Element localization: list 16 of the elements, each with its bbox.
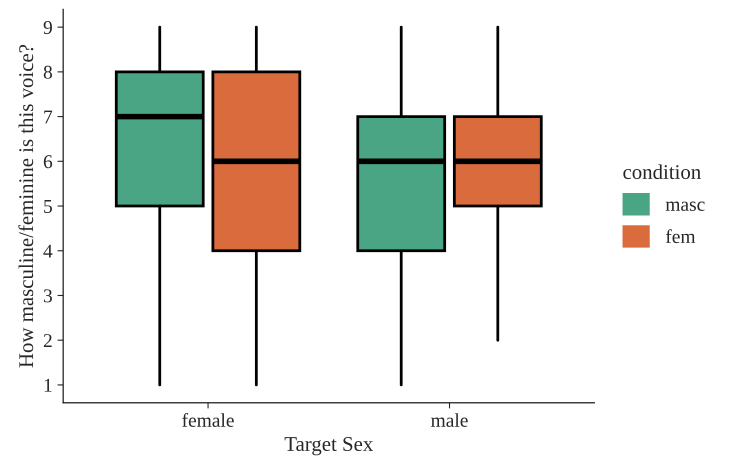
y-tick-label: 6 <box>44 155 52 168</box>
x-axis-title: Target Sex <box>284 437 374 456</box>
x-tick-label: female <box>182 413 234 427</box>
x-tick-label: male <box>431 413 468 427</box>
legend-label: masc <box>666 202 705 211</box>
y-tick-label: 2 <box>44 334 52 347</box>
y-tick-label: 5 <box>44 200 52 213</box>
legend-title: condition <box>623 164 701 180</box>
y-tick-label: 1 <box>44 378 52 392</box>
y-tick-label: 9 <box>44 21 52 34</box>
y-axis-title: How masculine/feminine is this voice? <box>18 44 34 368</box>
y-tick-label: 8 <box>44 66 52 79</box>
y-tick-label: 7 <box>44 110 52 124</box>
y-tick-label: 4 <box>43 244 52 258</box>
y-tick-label: 3 <box>44 289 52 302</box>
legend-label: fem <box>666 229 696 244</box>
